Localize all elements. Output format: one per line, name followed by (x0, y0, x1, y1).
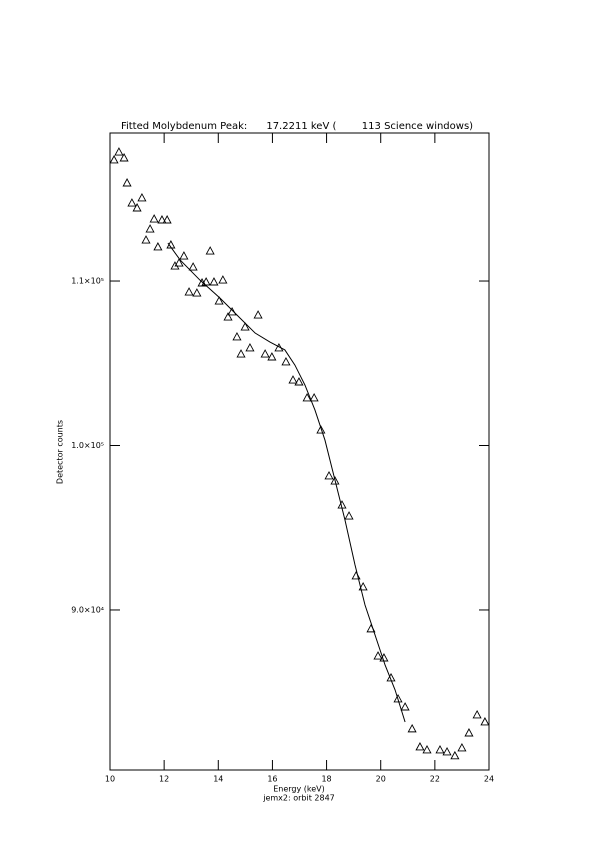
data-point (442, 746, 452, 756)
data-point (119, 153, 129, 162)
y-axis-label: Detector counts (56, 420, 65, 484)
data-point (316, 425, 326, 434)
y-tick-label: 1.0×10⁵ (71, 441, 104, 450)
data-point (214, 296, 224, 305)
data-point (245, 343, 255, 352)
data-point (422, 744, 432, 754)
fit-line (167, 242, 406, 723)
x-tick-label: 14 (213, 775, 223, 784)
data-point (407, 723, 417, 733)
x-tick-label: 12 (159, 775, 169, 784)
data-point (260, 349, 270, 358)
data-point (330, 476, 340, 485)
data-point (281, 357, 291, 366)
subtitle: jemx2: orbit 2847 (262, 794, 335, 803)
data-point (209, 277, 219, 286)
x-tick-label: 18 (321, 775, 331, 784)
x-tick-label: 22 (430, 775, 440, 784)
data-point (137, 193, 147, 202)
data-point (302, 393, 312, 402)
data-point (464, 728, 474, 737)
data-point (145, 224, 155, 233)
data-point (288, 375, 298, 384)
data-point (162, 215, 172, 224)
data-point (240, 322, 250, 331)
data-point (344, 511, 354, 520)
data-point (472, 709, 482, 719)
data-point (122, 178, 132, 187)
data-point (114, 147, 124, 156)
data-point (157, 215, 167, 224)
data-point (435, 744, 445, 754)
data-point (373, 651, 383, 660)
plot-frame (109, 132, 490, 771)
data-point (149, 214, 159, 223)
data-point (324, 470, 334, 480)
x-tick-label: 20 (376, 775, 386, 784)
data-point (223, 312, 233, 321)
data-point (141, 235, 151, 244)
x-tick-label: 10 (105, 775, 115, 784)
y-tick-label: 1.1×10⁵ (71, 277, 104, 286)
chart-title: Fitted Molybdenum Peak: 17.2211 keV ( 11… (121, 121, 473, 132)
data-point (170, 261, 180, 270)
data-point (232, 332, 242, 341)
data-point (294, 377, 304, 386)
data-point (358, 581, 368, 591)
data-point (236, 349, 246, 358)
x-axis-label: Energy (keV) (273, 785, 325, 794)
data-point (450, 750, 460, 760)
data-point (393, 694, 403, 703)
data-point (309, 393, 319, 402)
data-point (127, 198, 137, 207)
data-point (174, 258, 184, 267)
data-point (218, 275, 228, 284)
data-point (153, 242, 163, 251)
data-point (109, 155, 119, 164)
data-point (415, 742, 425, 751)
data-point (184, 287, 194, 296)
data-point (457, 743, 467, 752)
y-tick-label: 9.0×10⁴ (71, 605, 104, 614)
data-point (179, 251, 189, 260)
data-point (267, 352, 277, 361)
data-point (188, 262, 198, 271)
data-point (480, 717, 490, 726)
data-point (253, 310, 263, 319)
data-point (192, 288, 202, 297)
x-tick-label: 24 (484, 775, 494, 784)
data-point (400, 702, 410, 711)
data-point (132, 203, 142, 212)
data-point (205, 246, 215, 255)
x-tick-label: 16 (267, 775, 277, 784)
